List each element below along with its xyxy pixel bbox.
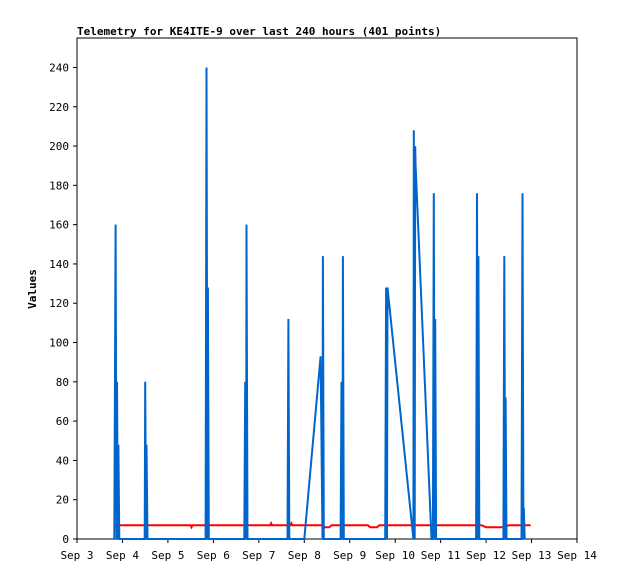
- y-tick-label: 20: [56, 494, 69, 507]
- x-tick-label: Sep 12: [466, 549, 506, 562]
- x-axis: Sep 3 Sep 4 Sep 5 Sep 6 Sep 7 Sep 8 Sep 9 Sep 1…: [60, 539, 597, 562]
- x-tick-label: Sep 13: [512, 549, 552, 562]
- x-tick-label: Sep 14: [557, 549, 597, 562]
- x-tick-label: Sep 9: [333, 549, 366, 562]
- y-tick-label: 40: [56, 454, 69, 467]
- y-tick-label: 200: [49, 140, 69, 153]
- plot-frame: [76, 37, 578, 540]
- x-tick-label: Sep 11: [421, 549, 461, 562]
- y-tick-label: 80: [56, 376, 69, 389]
- y-tick-label: 180: [49, 179, 69, 192]
- y-tick-label: 140: [49, 258, 69, 271]
- x-tick-label: Sep 6: [197, 549, 230, 562]
- series-layer: [113, 67, 531, 540]
- y-axis-label: Values: [26, 269, 39, 309]
- y-tick-label: 120: [49, 297, 69, 310]
- y-tick-label: 160: [49, 219, 69, 232]
- y-tick-label: 60: [56, 415, 69, 428]
- x-tick-label: Sep 7: [242, 549, 275, 562]
- x-tick-label: Sep 4: [106, 549, 139, 562]
- x-tick-label: Sep 10: [375, 549, 415, 562]
- y-tick-label: 220: [49, 101, 69, 114]
- x-tick-label: Sep 5: [151, 549, 184, 562]
- y-tick-label: 0: [62, 533, 69, 546]
- y-tick-label: 100: [49, 337, 69, 350]
- y-axis: 0 20 40 60 80 100 120 140 160 180 200 220 240: [49, 61, 77, 546]
- chart-title: Telemetry for KE4ITE-9 over last 240 hou…: [77, 25, 441, 38]
- y-tick-label: 240: [49, 61, 69, 74]
- x-tick-label: Sep 3: [60, 549, 93, 562]
- x-tick-label: Sep 8: [288, 549, 321, 562]
- series-line-3: [113, 67, 526, 540]
